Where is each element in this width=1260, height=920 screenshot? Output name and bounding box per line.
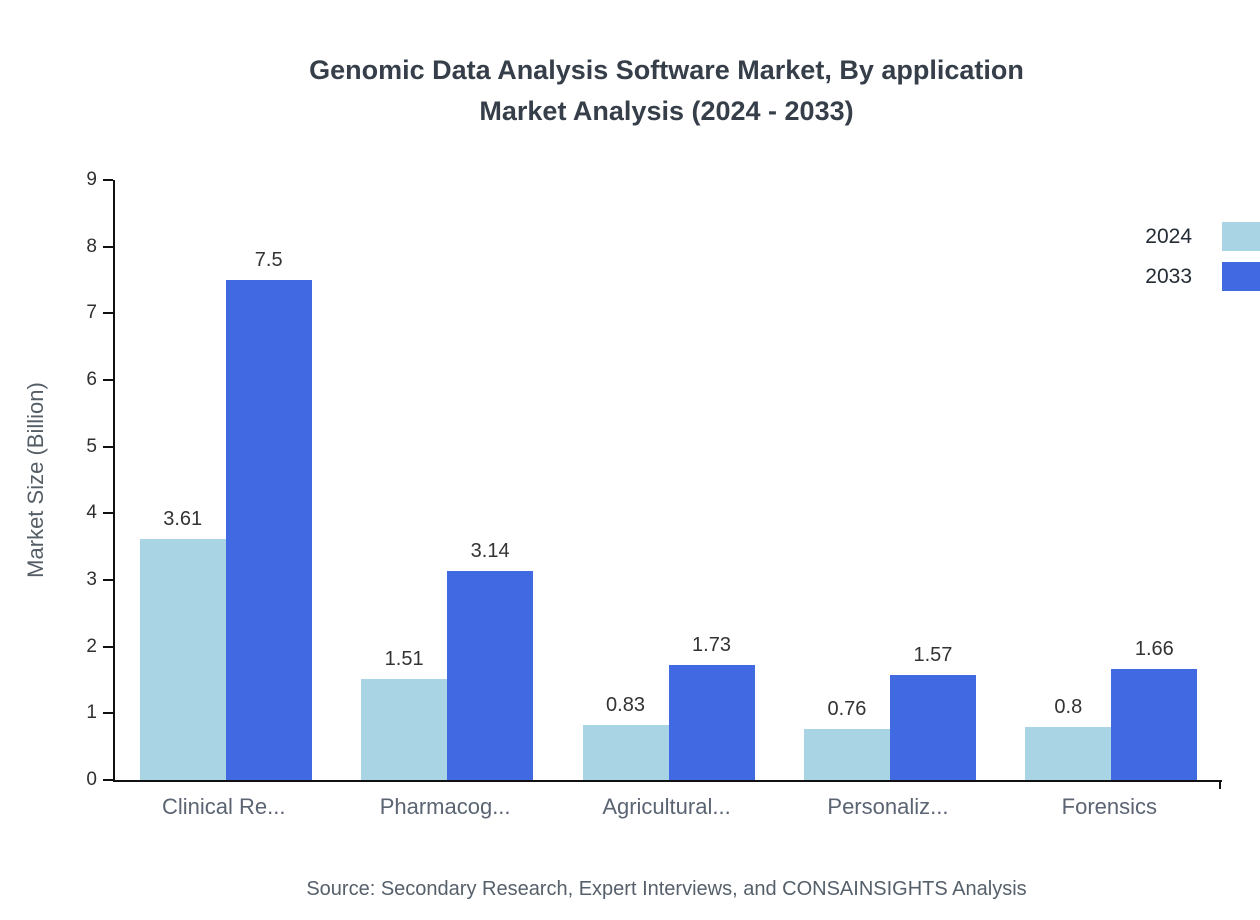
y-tick-label: 4 <box>86 502 97 524</box>
bar-group: 1.51 3.14 <box>336 180 557 780</box>
y-tick-label: 2 <box>86 635 97 657</box>
y-tick-mark <box>103 245 113 248</box>
bar-value-label: 1.66 <box>1134 638 1174 661</box>
y-tick-label: 8 <box>86 235 97 257</box>
y-tick-mark <box>103 445 113 448</box>
x-category-label: Personaliz... <box>827 794 949 819</box>
bar-value-label: 1.57 <box>913 644 953 667</box>
bar-2024: 3.61 <box>139 508 226 780</box>
source-note: Source: Secondary Research, Expert Inter… <box>306 878 1027 900</box>
bar-2033: 7.5 <box>225 249 312 780</box>
y-tick-mark <box>103 645 113 648</box>
legend-item-2024: 2024 <box>1145 222 1260 251</box>
chart-title-line1: Genomic Data Analysis Software Market, B… <box>309 55 1024 85</box>
legend-label: 2033 <box>1145 264 1192 288</box>
bar-group: 3.61 7.5 <box>115 180 336 780</box>
y-tick-label: 7 <box>86 302 97 324</box>
bar-2024: 0.76 <box>803 698 890 780</box>
bar-group: 0.83 1.73 <box>558 180 779 780</box>
bar-group: 0.76 1.57 <box>779 180 1000 780</box>
x-axis-labels: Clinical Re... Pharmacog... Agricultural..… <box>113 794 1220 820</box>
y-tick-mark <box>103 779 113 781</box>
legend: 2024 2033 <box>1145 222 1260 302</box>
y-tick-label: 1 <box>86 702 97 724</box>
bar-value-label: 0.8 <box>1054 695 1083 718</box>
y-tick-mark <box>103 712 113 715</box>
x-category-label: Clinical Re... <box>161 794 286 819</box>
x-category-label: Forensics <box>1061 794 1157 819</box>
y-tick-mark <box>103 312 113 315</box>
legend-swatch <box>1222 262 1260 291</box>
y-tick-mark <box>103 579 113 581</box>
chart-title: Genomic Data Analysis Software Market, B… <box>113 50 1220 132</box>
bar-value-label: 0.76 <box>827 698 867 721</box>
bar-2024: 0.83 <box>582 694 669 780</box>
y-tick-label: 0 <box>86 769 97 790</box>
y-tick-mark <box>103 379 113 381</box>
bar-2024: 1.51 <box>361 648 448 780</box>
y-tick-label: 5 <box>86 435 97 457</box>
y-tick-label: 3 <box>86 569 97 590</box>
y-tick-label: 6 <box>86 369 97 390</box>
bar-value-label: 1.51 <box>384 648 424 671</box>
bar-value-label: 7.5 <box>254 249 283 271</box>
bar-value-label: 1.73 <box>692 633 731 656</box>
bar-2024: 0.8 <box>1025 696 1112 780</box>
y-tick-label: 9 <box>86 169 97 190</box>
bar-2033: 1.57 <box>889 644 976 780</box>
plot-area: 3.61 7.5 1.51 3.14 0.83 1.73 0.76 1.57 0.8 1.66 <box>113 180 1222 782</box>
bar-2033: 3.14 <box>447 540 534 780</box>
legend-label: 2024 <box>1145 224 1192 248</box>
y-tick-mark <box>103 179 113 181</box>
bar-value-label: 3.61 <box>163 508 203 531</box>
bar-group: 0.8 1.66 <box>1001 180 1222 780</box>
legend-item-2033: 2033 <box>1145 262 1260 291</box>
y-tick-mark <box>103 512 113 515</box>
chart-title-line2: Market Analysis (2024 - 2033) <box>479 96 854 126</box>
bar-2033: 1.73 <box>668 634 755 780</box>
bar-2033: 1.66 <box>1111 638 1198 780</box>
x-axis-end-tick <box>1219 781 1221 789</box>
y-axis-title: Market Size (Billion) <box>23 382 48 578</box>
bar-value-label: 0.83 <box>606 693 645 716</box>
legend-swatch <box>1222 222 1260 251</box>
bar-value-label: 3.14 <box>470 539 510 562</box>
x-category-label: Agricultural... <box>602 794 731 819</box>
x-category-label: Pharmacog... <box>379 794 511 819</box>
